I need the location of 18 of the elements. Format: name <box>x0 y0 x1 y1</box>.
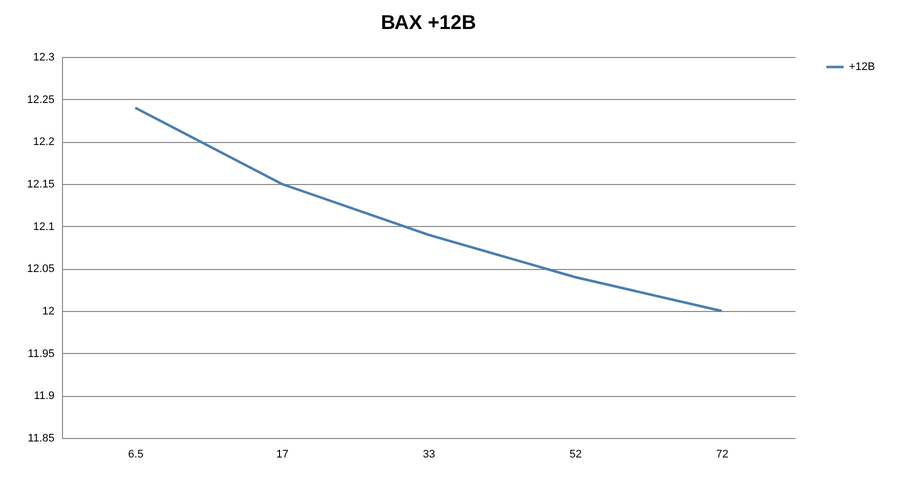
legend-label: +12В <box>849 61 875 73</box>
line-series <box>134 106 723 312</box>
y-tick-label: 11.9 <box>34 390 54 402</box>
chart-title: ВАХ +12В <box>380 12 476 34</box>
y-tick-label: 11.95 <box>28 348 54 360</box>
x-tick-label: 72 <box>716 448 728 460</box>
x-tick-label: 6.5 <box>128 448 144 460</box>
y-tick-label: 12.25 <box>26 94 54 106</box>
x-tick-label: 17 <box>276 448 289 460</box>
y-tick-label: 12.05 <box>26 263 54 276</box>
y-tick-label: 12.1 <box>33 220 54 233</box>
y-tick-label: 11.85 <box>28 432 54 444</box>
x-tick-label: 33 <box>422 448 436 460</box>
x-tick-label: 52 <box>569 448 582 460</box>
y-tick-label: 12.2 <box>33 136 54 148</box>
y-tick-label: 12.3 <box>33 52 54 64</box>
y-tick-label: 12 <box>42 306 54 318</box>
y-tick-label: 12.15 <box>26 178 54 190</box>
